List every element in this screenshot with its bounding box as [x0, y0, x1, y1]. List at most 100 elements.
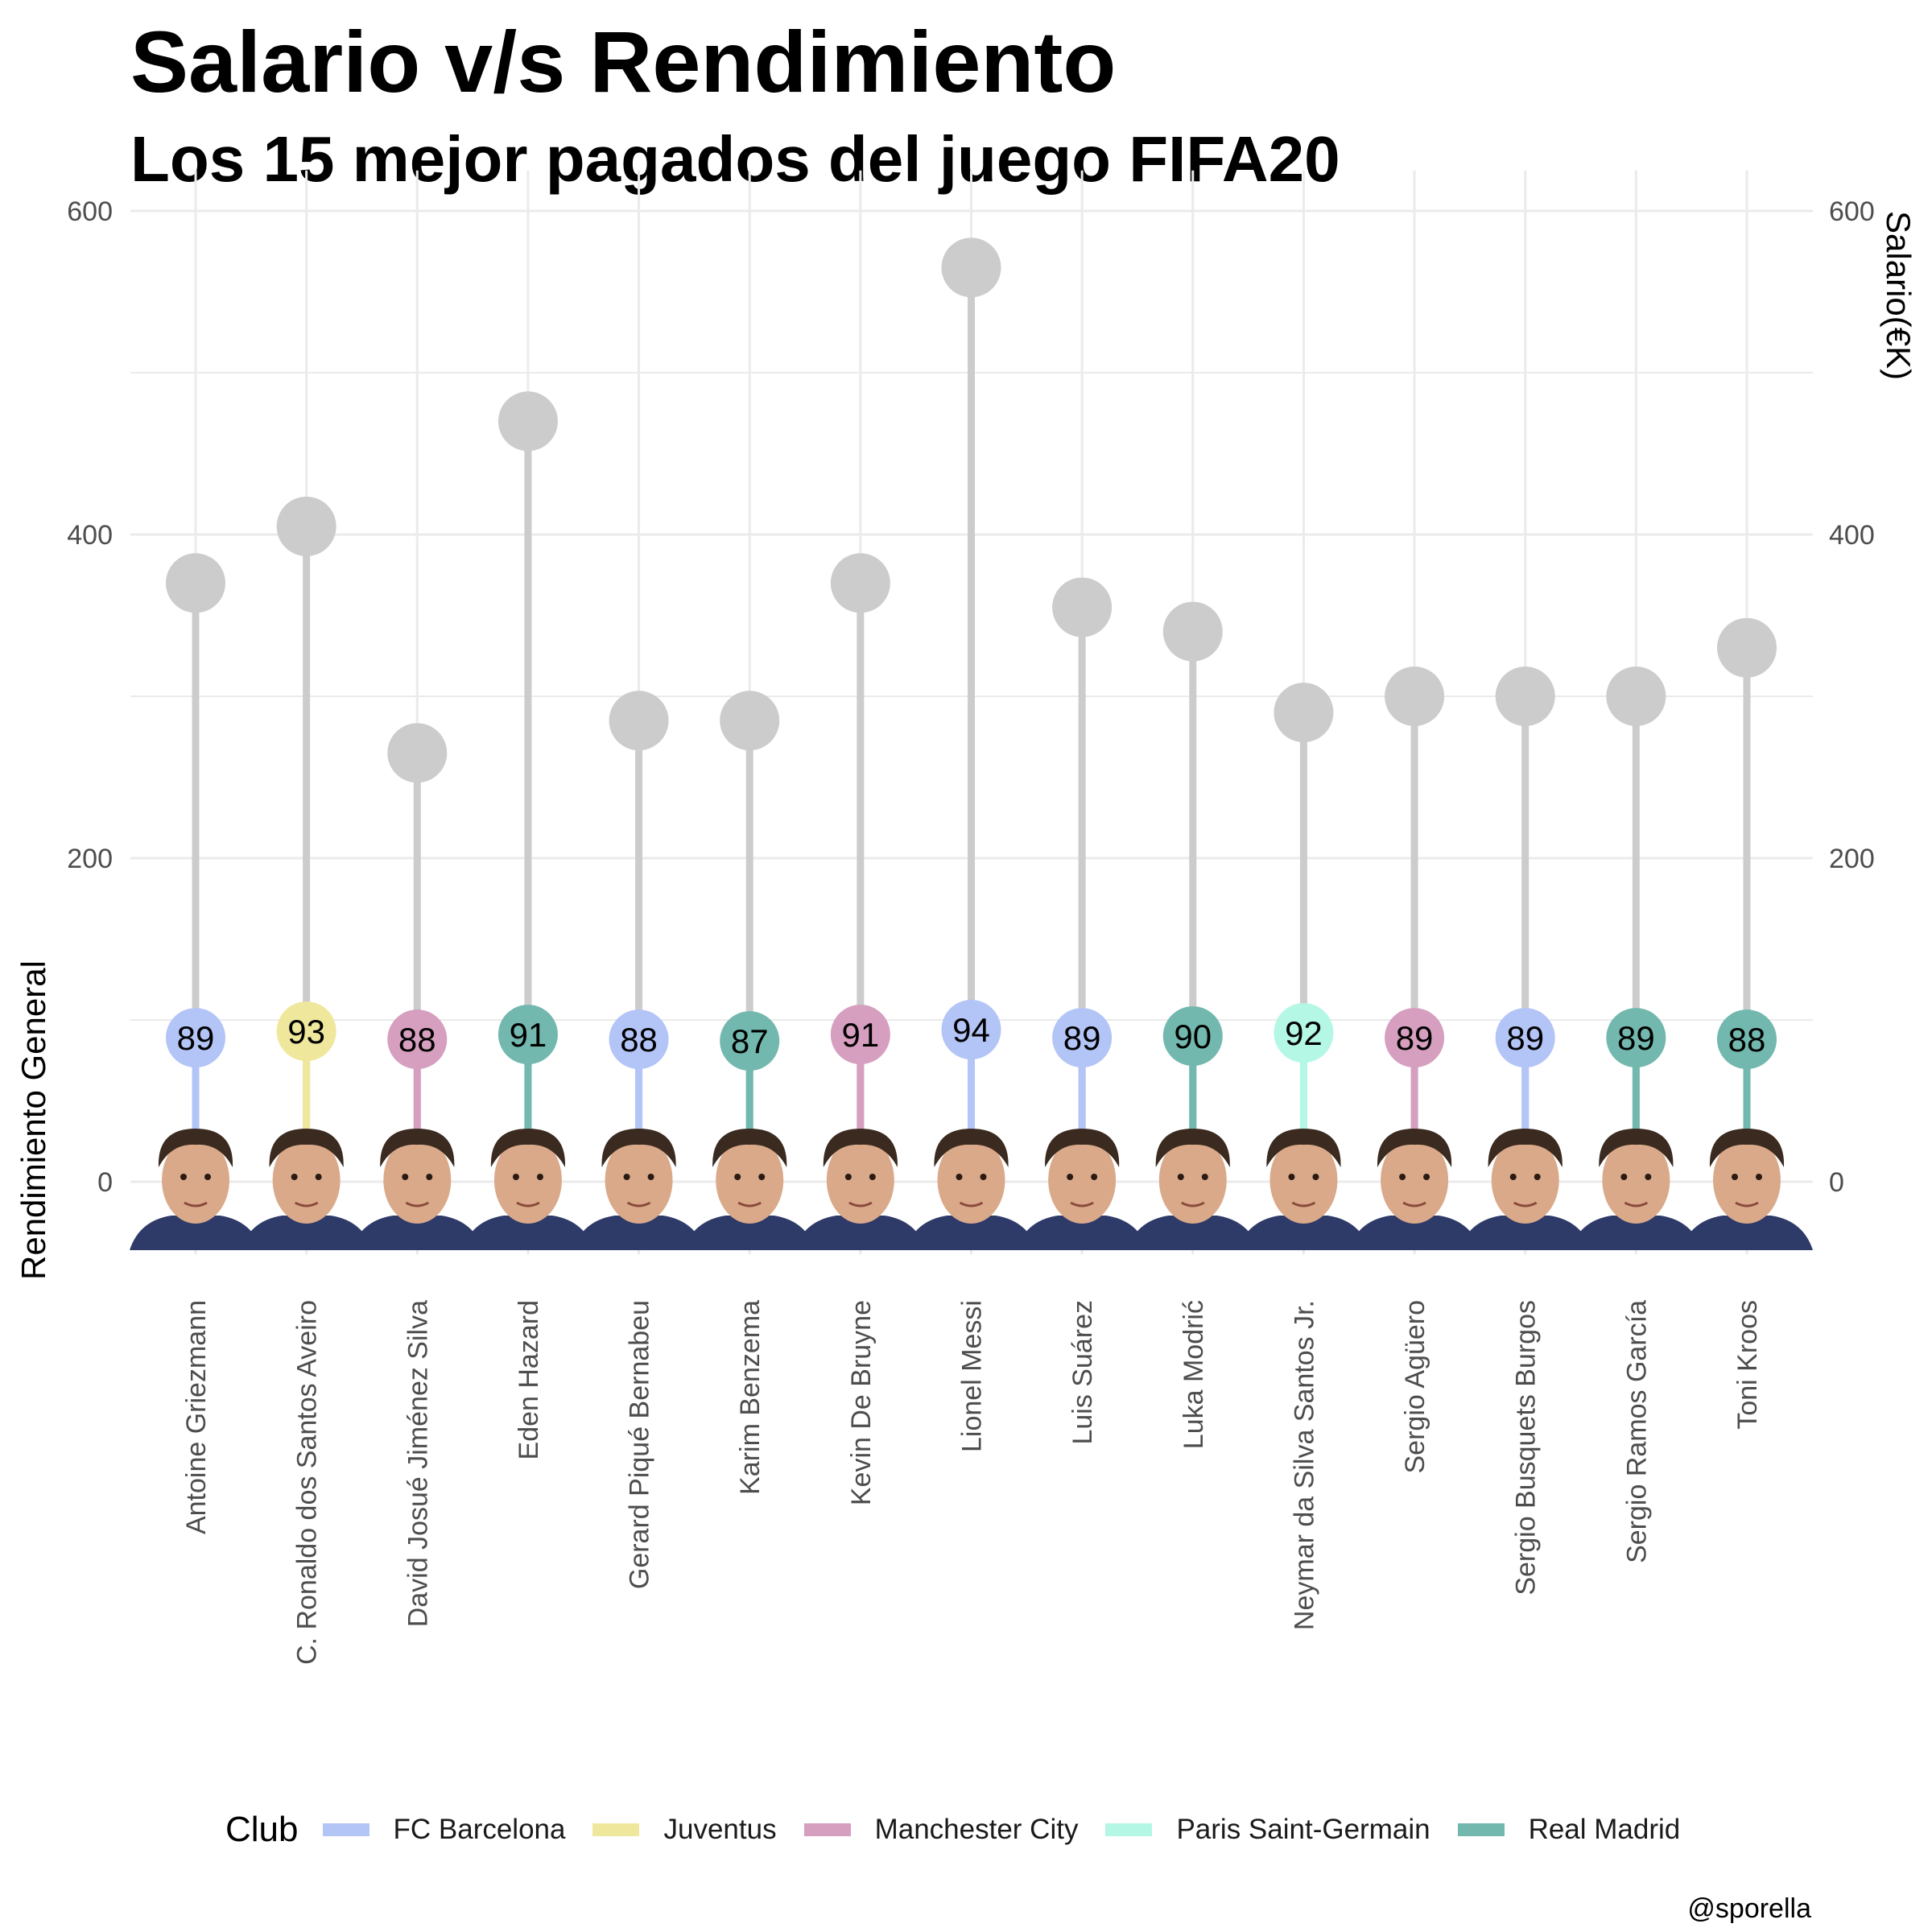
player-mouth [848, 1201, 873, 1208]
player-hair [158, 1129, 233, 1167]
y-tick-label-left: 400 [67, 520, 113, 551]
player-jersey [572, 1216, 705, 1250]
legend-key [1105, 1823, 1153, 1836]
player-hair [934, 1129, 1009, 1167]
overall-point [497, 1005, 558, 1065]
player-mouth [184, 1201, 208, 1208]
player-eye [1423, 1174, 1430, 1180]
x-tick-label: David Josué Jiménez Silva [402, 1300, 433, 1627]
overall-value-label: 89 [1063, 1019, 1101, 1057]
player-eye [512, 1174, 519, 1180]
player-eye [536, 1174, 543, 1180]
overall-point [830, 1005, 890, 1065]
overall-value-label: 88 [398, 1021, 436, 1059]
salary-point [387, 723, 448, 783]
legend-key [592, 1823, 640, 1836]
player-face [1158, 1137, 1227, 1224]
player-jersey [461, 1216, 594, 1250]
overall-point [941, 1000, 1001, 1060]
player-mouth [1070, 1201, 1094, 1208]
player-mouth [1402, 1201, 1426, 1208]
player-face [1381, 1137, 1449, 1224]
y-axis-title-right: Salario(€K) [1880, 211, 1918, 380]
player-hair [1266, 1129, 1341, 1167]
player-face [716, 1137, 784, 1224]
player-eye [1534, 1174, 1541, 1180]
overall-value-label: 88 [620, 1021, 658, 1059]
x-tick-label: Toni Kroos [1732, 1300, 1763, 1430]
legend-label: Juventus [663, 1814, 777, 1845]
player-jersey [794, 1216, 927, 1250]
x-tick-label: Kevin De Bruyne [846, 1300, 877, 1505]
legend-label: Paris Saint-Germain [1176, 1814, 1430, 1845]
legend-key [322, 1823, 369, 1836]
salary-point [1495, 667, 1555, 726]
chart-subtitle: Los 15 mejor pagados del juego FIFA20 [130, 123, 1340, 195]
player-eye [869, 1174, 876, 1180]
salary-point [276, 496, 336, 556]
player-mouth [1624, 1201, 1649, 1208]
salary-point [1162, 601, 1223, 662]
salary-point [1606, 667, 1666, 726]
salary-point [1274, 683, 1334, 743]
player-eye [758, 1174, 766, 1180]
player-eye [844, 1174, 852, 1180]
overall-value-label: 89 [1396, 1019, 1434, 1057]
overall-point [1162, 1006, 1223, 1067]
player-jersey [351, 1216, 484, 1250]
player-eye [1177, 1174, 1184, 1180]
player-eye [426, 1174, 433, 1180]
legend: Club FC Barcelona Juventus Manchester City… [225, 1807, 1707, 1852]
overall-point [1052, 1008, 1113, 1068]
salary-point [497, 391, 558, 452]
legend-label: FC Barcelona [393, 1814, 566, 1845]
credit-caption: @sporella [1687, 1893, 1811, 1924]
player-eye [1091, 1174, 1098, 1180]
player-eye [956, 1174, 963, 1180]
legend-label: Manchester City [874, 1814, 1079, 1845]
salary-point [1385, 667, 1445, 726]
overall-value-label: 91 [841, 1016, 879, 1054]
player-jersey [240, 1216, 373, 1250]
player-hair [601, 1129, 676, 1167]
player-face [1491, 1137, 1559, 1224]
overall-point [1274, 1003, 1334, 1063]
x-tick-label: Sergio Busquets Burgos [1511, 1300, 1542, 1596]
overall-point [1606, 1008, 1666, 1068]
player-eye [1732, 1174, 1738, 1180]
legend-label: Real Madrid [1528, 1814, 1681, 1845]
player-hair [1155, 1129, 1230, 1167]
chart-title: Salario v/s Rendimiento [130, 13, 1117, 110]
player-face [1269, 1137, 1338, 1224]
player-face [1602, 1137, 1670, 1224]
player-mouth [516, 1201, 540, 1208]
player-eye [647, 1174, 654, 1180]
salary-point [609, 691, 669, 751]
y-tick-label-right: 600 [1829, 196, 1875, 227]
player-jersey [1570, 1216, 1703, 1250]
x-tick-label: Sergio Ramos García [1621, 1300, 1652, 1563]
player-eye [1201, 1174, 1208, 1180]
overall-value-label: 88 [1728, 1021, 1766, 1059]
player-jersey [130, 1216, 262, 1250]
overall-point [166, 1008, 225, 1068]
player-eye [315, 1174, 322, 1180]
x-tick-label: Lionel Messi [957, 1300, 988, 1452]
player-jersey [1016, 1216, 1149, 1250]
overall-point [1495, 1008, 1555, 1068]
legend-item: Paris Saint-Germain [1105, 1814, 1430, 1846]
player-mouth [626, 1201, 651, 1208]
legend-title: Club [225, 1810, 299, 1849]
player-face [383, 1137, 452, 1224]
player-face [162, 1137, 229, 1224]
salary-point [1052, 577, 1113, 638]
overall-point [387, 1009, 448, 1070]
player-face [605, 1137, 673, 1224]
overall-value-label: 87 [731, 1022, 769, 1060]
x-tick-label: Luis Suárez [1067, 1300, 1098, 1445]
overall-value-label: 94 [952, 1011, 990, 1049]
overall-point [276, 1001, 336, 1062]
salary-point [166, 553, 225, 613]
x-tick-label: C. Ronaldo dos Santos Aveiro [292, 1300, 323, 1665]
